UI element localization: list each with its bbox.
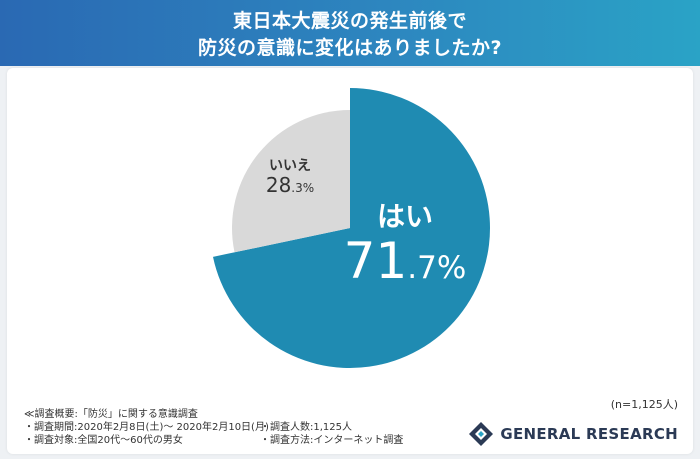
logo-mark-icon (469, 422, 494, 446)
notes-method: ・調査方法:インターネット調査 (260, 435, 404, 446)
slice-value-no: 28.3% (266, 173, 314, 197)
slice-label-no: いいえ (269, 158, 311, 174)
notes-count: ・調査人数:1,125人 (260, 422, 352, 433)
title-line-1: 東日本大震災の発生前後で (232, 10, 467, 32)
logo-text: GENERAL RESEARCH (500, 425, 678, 443)
notes-heading: ≪調査概要:「防災」に関する意識調査 (24, 409, 198, 420)
survey-notes: ≪調査概要:「防災」に関する意識調査 ・調査期間:2020年2月8日(土)〜 2… (24, 408, 444, 447)
pie-slice-no (231, 110, 350, 253)
title-line-2: 防災の意識に変化はありましたか? (197, 37, 503, 59)
title-banner: 東日本大震災の発生前後で 防災の意識に変化はありましたか? (0, 0, 700, 66)
notes-period: ・調査期間:2020年2月8日(土)〜 2020年2月10日(月) (24, 422, 269, 433)
notes-target: ・調査対象:全国20代〜60代の男女 (24, 435, 183, 446)
brand-logo: GENERAL RESEARCH (468, 421, 678, 447)
slice-label-yes: はい (377, 200, 433, 233)
pie-slice-yes (212, 88, 491, 369)
slice-value-yes: 71.7% (344, 232, 467, 290)
sample-size-label: (n=1,125人) (610, 398, 678, 411)
